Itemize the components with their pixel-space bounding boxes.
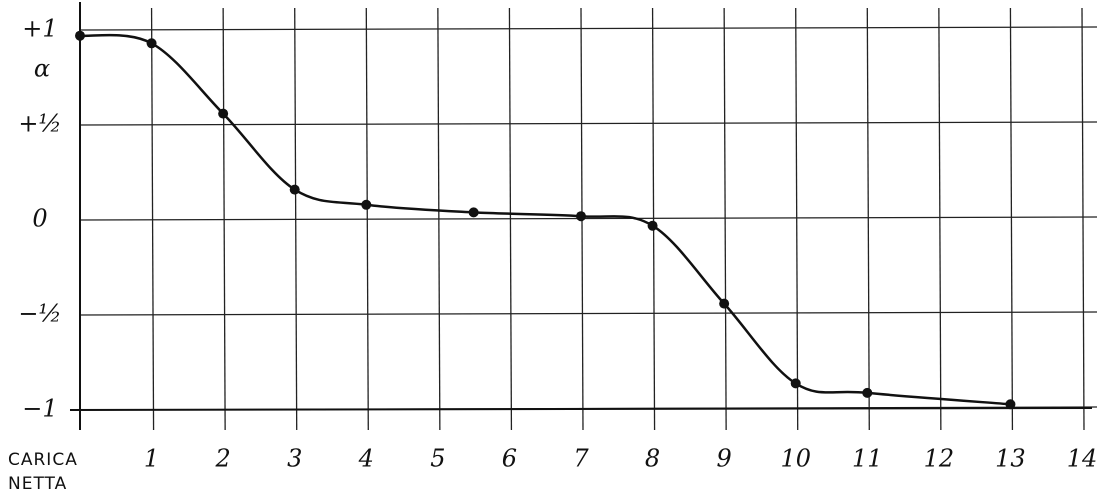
x-tick-label: 5 [430,445,445,473]
x-tick-label: 9 [717,445,732,473]
data-point [576,211,586,222]
grid-line [79,121,1097,126]
data-point [361,199,372,210]
grid-line [79,311,1097,316]
x-tick-label: 11 [852,445,883,473]
x-axis [69,407,1093,411]
grid-line [79,26,1097,31]
data-point [647,220,658,231]
y-tick-label: −½ [18,300,61,328]
data-point [468,207,479,218]
grid-line [222,7,226,431]
y-tick-label: −1 [22,395,57,423]
x-tick-label: 7 [573,445,589,473]
grid-line [938,7,942,431]
x-tick-label: 1 [144,445,159,473]
y-axis-label: α [34,55,50,83]
grid-line [723,7,727,431]
grid-line [294,7,298,431]
x-tick-label: 4 [358,445,374,473]
grid-line [365,7,369,431]
x-tick-label: 3 [287,445,302,473]
x-tick-label: 13 [995,445,1026,473]
grid-line [1081,7,1085,431]
data-point [790,378,801,389]
grid-line [651,7,656,431]
grid-line [508,7,513,431]
x-axis-label: CARICA NETTA [8,450,78,494]
x-tick-label: 10 [780,445,811,473]
data-point [146,38,157,49]
x-tick-label: 14 [1067,445,1097,473]
x-tick-label: 6 [502,445,517,473]
x-tick-label: 12 [924,445,955,473]
data-point [218,108,229,119]
y-tick-label: +1 [22,15,57,43]
x-tick-label: 8 [645,445,660,473]
grid-line [79,216,1097,221]
grid-line [866,7,870,431]
grid-line [150,7,155,431]
y-tick-label: +½ [18,110,61,138]
y-tick-label: 0 [32,205,47,233]
data-point [75,30,85,41]
data-point [719,298,730,309]
data-point [1005,399,1016,410]
x-tick-label: 2 [215,445,231,473]
grid-line [795,7,799,431]
data-point [289,184,300,195]
grid-line [1009,7,1014,431]
data-point [862,387,873,398]
grid-line [437,7,441,431]
